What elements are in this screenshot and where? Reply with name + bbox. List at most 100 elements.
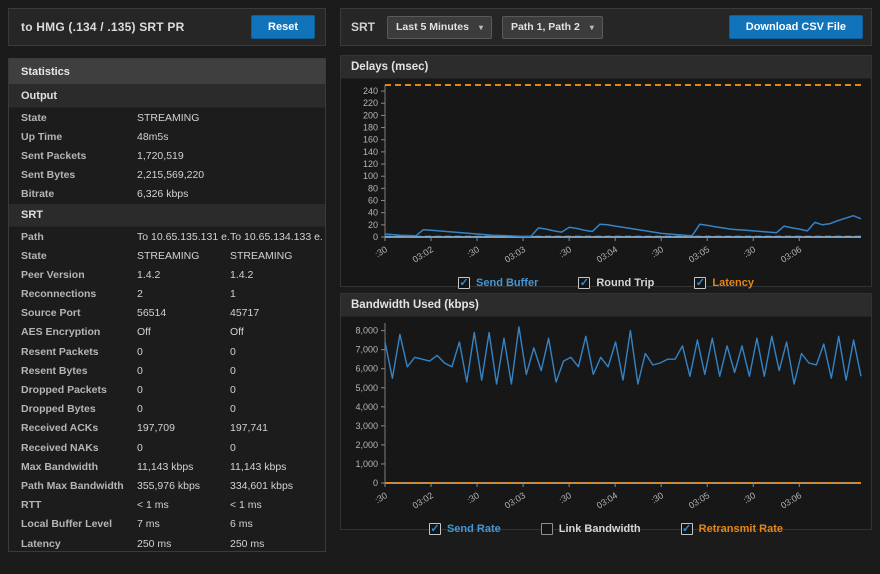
stats-row: Peer Version 1.4.2 1.4.2 xyxy=(9,265,325,284)
legend-send-rate[interactable]: ✓ Send Rate xyxy=(428,523,501,535)
stat-value: 6,326 kbps xyxy=(137,188,189,201)
legend-link-bandwidth[interactable]: Link Bandwidth xyxy=(540,523,641,535)
stat-value: 0 xyxy=(230,384,236,397)
stat-value: 1.4.2 xyxy=(230,268,254,281)
download-csv-button[interactable]: Download CSV File xyxy=(728,15,863,39)
bandwidth-panel: Bandwidth Used (kbps) 0 1,000 2,000 3,000 4,… xyxy=(340,293,872,535)
stats-row: State STREAMING xyxy=(9,108,325,127)
chevron-down-icon: ▾ xyxy=(478,22,483,32)
legend-latency[interactable]: ✓ Latency xyxy=(694,277,754,289)
stat-value: 197,741 xyxy=(230,422,268,435)
stats-row: Dropped Packets 0 0 xyxy=(9,380,325,399)
stat-value: 0 xyxy=(137,441,143,454)
svg-text::30: :30 xyxy=(557,244,573,259)
legend-label: Send Rate xyxy=(446,523,501,535)
stat-label: Reconnections xyxy=(21,288,97,301)
svg-text:0: 0 xyxy=(373,478,378,488)
svg-text:03:02: 03:02 xyxy=(411,490,435,510)
svg-text:5,000: 5,000 xyxy=(355,383,378,393)
statistics-panel: Statistics Output State STREAMING Up Time 48… xyxy=(8,58,326,552)
stats-row: Latency 250 ms 250 ms xyxy=(9,534,325,553)
svg-text::30: :30 xyxy=(465,244,481,259)
chevron-down-icon: ▾ xyxy=(589,22,594,32)
stat-label: Sent Bytes xyxy=(21,169,76,182)
stat-label: Dropped Bytes xyxy=(21,403,96,416)
bandwidth-chart: 0 1,000 2,000 3,000 4,000 5,000 6,000 7,000 8,00… xyxy=(355,323,862,511)
svg-text:4,000: 4,000 xyxy=(355,402,378,412)
stat-label: Resent Bytes xyxy=(21,364,88,377)
stat-value: 48m5s xyxy=(137,130,169,143)
stats-row: RTT < 1 ms < 1 ms xyxy=(9,496,325,515)
stat-label: Sent Packets xyxy=(21,149,87,162)
svg-text::30: :30 xyxy=(741,490,757,505)
svg-text:03:04: 03:04 xyxy=(595,490,619,510)
stat-value: 0 xyxy=(230,403,236,416)
stats-row: Up Time 48m5s xyxy=(9,127,325,146)
svg-text:60: 60 xyxy=(368,196,378,206)
bandwidth-legend: ✓ Send Rate Link Bandwidth ✓ Retransmit Rate xyxy=(341,520,871,538)
stat-value: 6 ms xyxy=(230,518,253,531)
stats-row: AES Encryption Off Off xyxy=(9,323,325,342)
svg-text:120: 120 xyxy=(363,159,378,169)
stats-row: State STREAMING STREAMING xyxy=(9,246,325,265)
svg-text:40: 40 xyxy=(368,208,378,218)
stat-label: Up Time xyxy=(21,130,63,143)
legend-round-trip[interactable]: ✓ Round Trip xyxy=(578,277,654,289)
stat-value: 355,976 kbps xyxy=(137,479,201,492)
svg-text:160: 160 xyxy=(363,135,378,145)
stat-label: Received ACKs xyxy=(21,422,99,435)
stat-value: 11,143 kbps xyxy=(230,460,287,473)
stat-value: 11,143 kbps xyxy=(137,460,194,473)
legend-label: Latency xyxy=(712,277,754,289)
stats-row: Source Port 56514 45717 xyxy=(9,304,325,323)
stat-value: 2 xyxy=(137,288,143,301)
legend-retransmit-rate[interactable]: ✓ Retransmit Rate xyxy=(680,523,783,535)
stat-label: Dropped Packets xyxy=(21,384,107,397)
stat-label: Max Bandwidth xyxy=(21,460,99,473)
stats-row: Resent Packets 0 0 xyxy=(9,342,325,361)
stat-value: 0 xyxy=(230,345,236,358)
svg-text::30: :30 xyxy=(649,244,665,259)
svg-text::30: :30 xyxy=(741,244,757,259)
stat-value: 0 xyxy=(137,364,143,377)
time-range-value: Last 5 Minutes xyxy=(396,21,469,33)
checked-checkbox-icon[interactable]: ✓ xyxy=(578,277,591,289)
legend-send-buffer[interactable]: ✓ Send Buffer xyxy=(458,277,538,289)
unchecked-checkbox-icon[interactable] xyxy=(540,523,553,535)
svg-text::30: :30 xyxy=(373,490,389,505)
stats-row: Reconnections 2 1 xyxy=(9,285,325,304)
stat-value: 197,709 xyxy=(137,422,175,435)
time-range-select[interactable]: Last 5 Minutes ▾ xyxy=(387,15,492,39)
stat-value: 250 ms xyxy=(137,537,172,550)
stat-value: STREAMING xyxy=(230,249,293,262)
stat-label: Resent Packets xyxy=(21,345,99,358)
stat-value: 0 xyxy=(230,364,236,377)
srt-toolbar: SRT Last 5 Minutes ▾ Path 1, Path 2 ▾ Do… xyxy=(340,8,872,46)
svg-text::30: :30 xyxy=(557,490,573,505)
delays-legend: ✓ Send Buffer ✓ Round Trip ✓ Latency xyxy=(341,274,871,292)
reset-button[interactable]: Reset xyxy=(251,15,315,39)
svg-text:240: 240 xyxy=(363,86,378,96)
svg-text:7,000: 7,000 xyxy=(355,345,378,355)
stat-value: < 1 ms xyxy=(137,499,169,512)
checked-checkbox-icon[interactable]: ✓ xyxy=(680,523,693,535)
path-filter-select[interactable]: Path 1, Path 2 ▾ xyxy=(501,15,603,39)
checked-checkbox-icon[interactable]: ✓ xyxy=(694,277,707,289)
checked-checkbox-icon[interactable]: ✓ xyxy=(458,277,471,289)
stats-row: Sent Packets 1,720,519 xyxy=(9,146,325,165)
stat-label: Source Port xyxy=(21,307,81,320)
statistics-panel-header[interactable]: Statistics xyxy=(9,59,325,85)
stat-value: 7 ms xyxy=(137,518,160,531)
stat-label: Received NAKs xyxy=(21,441,99,454)
stats-row: Bitrate 6,326 kbps xyxy=(9,185,325,204)
svg-text:6,000: 6,000 xyxy=(355,364,378,374)
legend-label: Link Bandwidth xyxy=(558,523,641,535)
stat-label: Path xyxy=(21,230,44,243)
stat-value: 1.4.2 xyxy=(137,268,161,281)
stat-value: To 10.65.134.133 e... xyxy=(230,230,323,243)
checked-checkbox-icon[interactable]: ✓ xyxy=(428,523,441,535)
stats-row: Resent Bytes 0 0 xyxy=(9,361,325,380)
stats-row: Path To 10.65.135.131 e... To 10.65.134.13… xyxy=(9,227,325,246)
delays-panel: Delays (msec) 0 20 40 60 80 100 120 140 160 180 20… xyxy=(340,55,872,289)
